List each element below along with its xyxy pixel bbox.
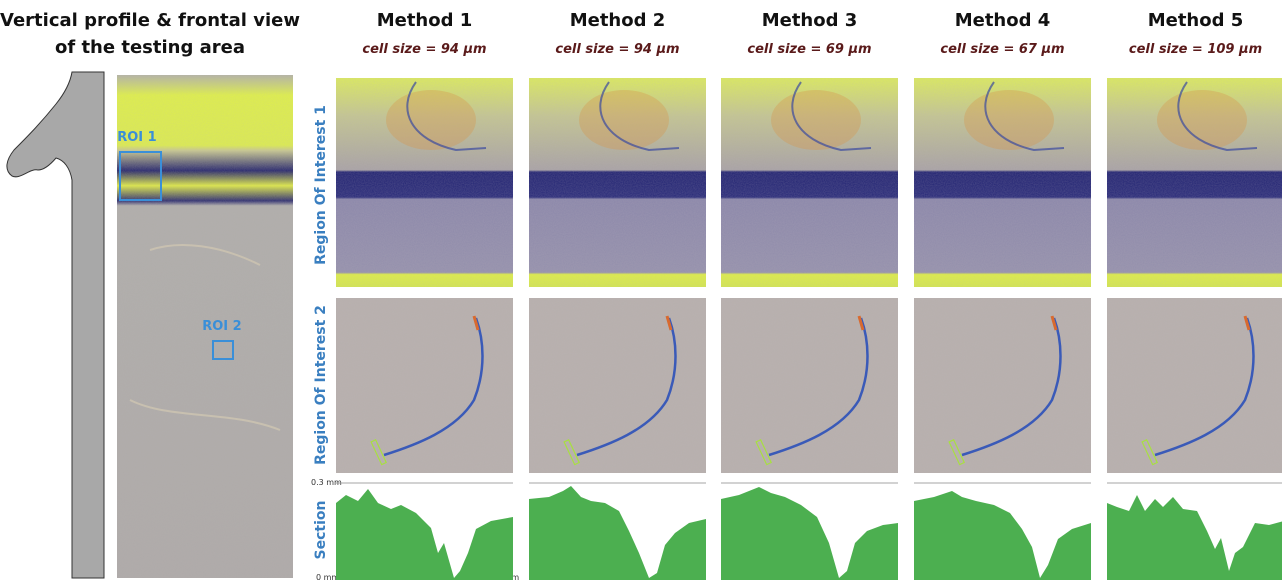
- section-profile: [1107, 495, 1282, 580]
- cell-size: cell size = 94 µm: [555, 42, 679, 57]
- image-texture: [1107, 298, 1282, 473]
- roi2-image: [336, 298, 513, 473]
- section-profile: [336, 489, 513, 580]
- section-profile: [914, 491, 1091, 580]
- scale-label: 0 mm: [316, 573, 339, 582]
- row-label: Section: [313, 501, 329, 560]
- roi2-image: [1107, 298, 1282, 473]
- method-name: Method 4: [955, 10, 1051, 31]
- row-label: Region Of Interest 2: [313, 305, 329, 465]
- row-label: Region Of Interest 1: [313, 105, 329, 265]
- method-name: Method 1: [377, 10, 473, 31]
- roi2-image: [529, 298, 706, 473]
- method-name: Method 2: [570, 10, 666, 31]
- figure: Vertical profile & frontal view of the t…: [0, 0, 1282, 583]
- roi1-image: [721, 78, 898, 287]
- cell-size: cell size = 109 µm: [1129, 42, 1262, 57]
- left-title: Vertical profile & frontal view: [0, 10, 300, 31]
- roi1-image: [1107, 78, 1282, 287]
- roi2-image: [721, 298, 898, 473]
- image-texture: [336, 298, 513, 473]
- method-name: Method 3: [762, 10, 858, 31]
- method-name: Method 5: [1148, 10, 1244, 31]
- roi1-image: [336, 78, 513, 287]
- roi1-image: [529, 78, 706, 287]
- vertical-profile: [7, 72, 104, 578]
- image-texture: [914, 298, 1091, 473]
- roi1-image: [914, 78, 1091, 287]
- roi-label: ROI 2: [202, 319, 241, 334]
- roi2-image: [914, 298, 1091, 473]
- cell-size: cell size = 69 µm: [747, 42, 871, 57]
- section-profile: [529, 486, 706, 580]
- cell-size: cell size = 94 µm: [362, 42, 486, 57]
- image-texture: [529, 298, 706, 473]
- image-texture: [721, 298, 898, 473]
- columns: Method 1 cell size = 94 µm Method 2 cell si…: [336, 10, 1282, 580]
- section-profile: [721, 487, 898, 580]
- scale-label: 0.3 mm: [311, 478, 342, 487]
- cell-size: cell size = 67 µm: [940, 42, 1064, 57]
- roi-label: ROI 1: [117, 130, 156, 145]
- left-title: of the testing area: [55, 37, 245, 58]
